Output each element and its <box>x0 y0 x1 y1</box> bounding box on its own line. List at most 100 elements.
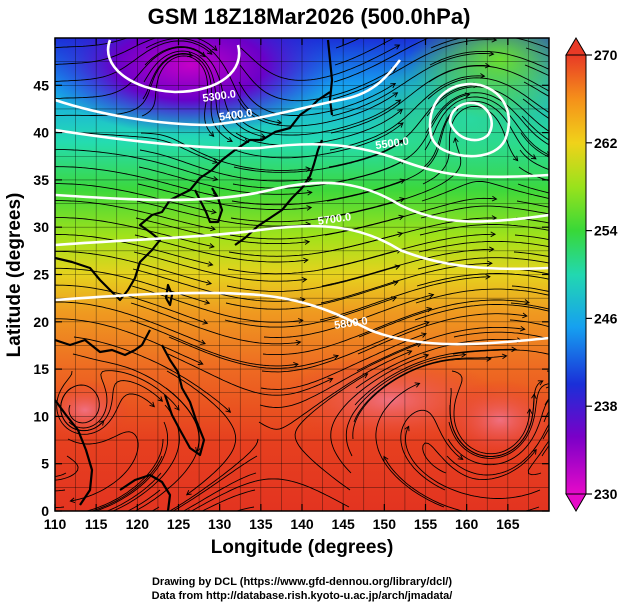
streamline-arrow <box>394 44 401 50</box>
streamline-arrow <box>531 448 537 455</box>
streamline-arrow <box>301 276 308 283</box>
streamline <box>55 200 216 230</box>
streamline <box>55 234 213 266</box>
coastline-borneo <box>119 473 172 511</box>
streamline-arrow <box>392 280 399 286</box>
streamline-arrow <box>204 299 211 305</box>
streamline-arrow <box>556 434 561 439</box>
streamline-arrow <box>206 279 213 286</box>
streamline <box>527 439 549 476</box>
colorbar-tick-label: 238 <box>594 398 618 414</box>
streamline <box>143 50 249 143</box>
streamline <box>451 370 531 455</box>
contour-labels: 5300.0 5400.0 5500.0 5700.0 5800.0 <box>202 88 410 332</box>
streamline <box>383 456 540 511</box>
streamline-arrow <box>556 354 561 359</box>
geopotential-contours <box>55 39 549 346</box>
streamline-arrow <box>555 370 560 375</box>
streamline <box>418 240 549 253</box>
streamline-arrow <box>537 380 544 386</box>
streamline-arrow <box>464 92 471 98</box>
streamline-arrow <box>556 116 561 120</box>
streamline <box>516 200 549 208</box>
streamline-arrow <box>395 99 402 105</box>
streamline <box>168 336 339 369</box>
streamline <box>55 166 217 197</box>
streamline <box>190 478 350 511</box>
streamline-arrow <box>555 98 560 102</box>
colorbar-tick-label: 230 <box>594 486 618 502</box>
streamline <box>414 304 549 321</box>
streamline <box>259 342 422 408</box>
colorbar-tick-label: 262 <box>594 135 618 151</box>
streamline <box>224 297 397 328</box>
streamline <box>446 423 549 476</box>
streamline <box>323 217 497 253</box>
streamline <box>524 64 549 77</box>
streamline <box>55 318 203 365</box>
contour-ring-northeast-low <box>428 82 511 158</box>
streamline-arrow <box>522 312 528 319</box>
streamline-arrow <box>306 205 313 211</box>
streamline <box>56 370 155 435</box>
streamline <box>134 387 200 511</box>
streamline-arrow <box>557 384 562 389</box>
streamline-arrow <box>276 119 283 126</box>
y-axis-label: Latitude (degrees) <box>4 193 25 358</box>
streamline <box>55 40 213 82</box>
streamline <box>427 77 549 114</box>
streamline-arrow <box>414 382 421 388</box>
streamline <box>67 431 139 502</box>
streamline-arrow <box>556 262 561 267</box>
streamline <box>262 308 432 356</box>
streamline-arrow <box>501 353 508 360</box>
streamline <box>142 53 233 142</box>
streamline-arrow <box>404 425 410 432</box>
streamline-arrow <box>556 170 561 175</box>
streamline-arrow <box>555 121 560 125</box>
streamline <box>430 38 549 49</box>
streamline <box>428 65 549 92</box>
x-tick-label: 145 <box>331 516 355 532</box>
streamline-arrow <box>149 401 155 408</box>
streamline <box>517 183 549 194</box>
streamline <box>424 96 549 156</box>
streamline <box>543 410 549 423</box>
streamline-arrow <box>197 359 204 365</box>
streamline-arrow <box>555 213 560 218</box>
streamline-arrow <box>24 485 29 490</box>
streamline <box>423 100 537 168</box>
streamline-arrow <box>460 352 467 358</box>
streamline-arrow <box>524 299 530 305</box>
streamline <box>233 139 404 173</box>
y-tick-label: 5 <box>41 456 49 472</box>
contour-line-5600 <box>55 181 549 223</box>
streamline <box>519 149 549 171</box>
streamline <box>167 353 333 396</box>
streamline <box>547 353 549 355</box>
streamline <box>448 383 549 459</box>
streamline <box>429 50 549 70</box>
streamline-arrow <box>200 339 206 345</box>
streamline-arrow <box>555 311 560 316</box>
streamline-arrow <box>554 141 559 145</box>
streamline <box>231 179 405 206</box>
streamline-arrow <box>150 518 155 522</box>
streamline <box>330 354 429 474</box>
streamline-arrow <box>554 430 559 434</box>
streamline <box>135 217 310 245</box>
streamline <box>260 333 427 390</box>
streamline <box>353 355 507 423</box>
streamline <box>510 302 549 310</box>
streamline-arrow <box>488 50 495 57</box>
streamline <box>449 380 544 458</box>
streamline <box>511 285 549 292</box>
contour-label: 5500.0 <box>375 136 410 153</box>
streamline <box>55 183 217 213</box>
streamline <box>319 276 490 321</box>
contour-label: 5800.0 <box>333 315 368 332</box>
streamline-arrow <box>491 195 498 202</box>
streamline-arrow <box>479 73 486 79</box>
streamline-arrow <box>69 497 76 504</box>
